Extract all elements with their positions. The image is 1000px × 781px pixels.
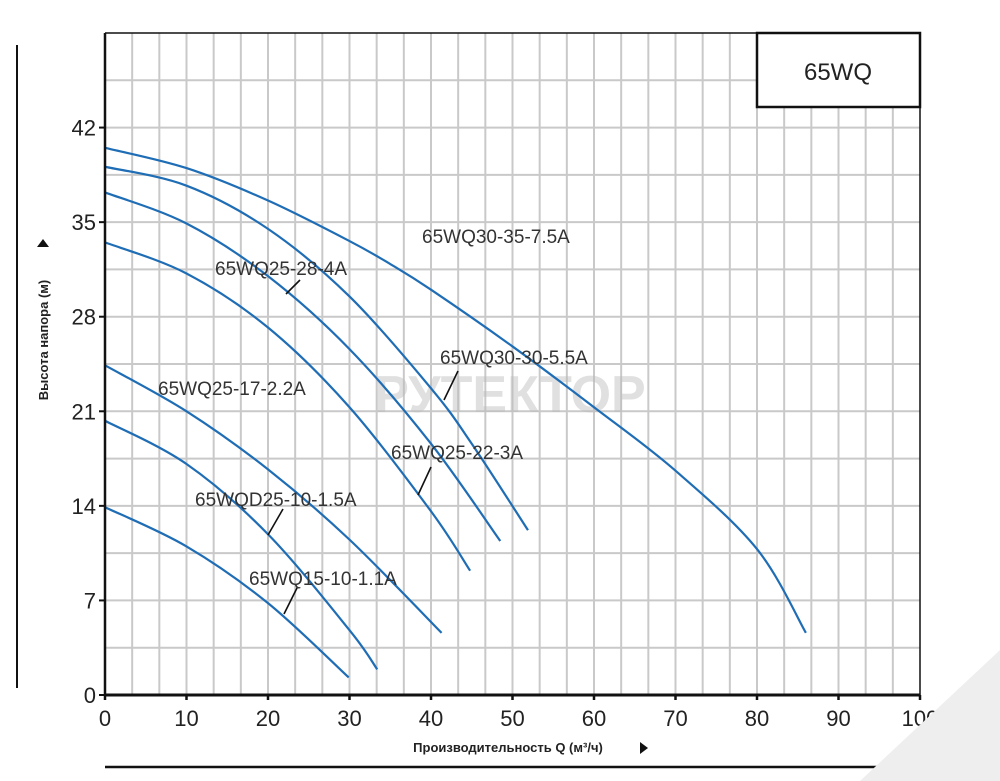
label-leader-line [267,508,284,536]
x-axis-title: Производительность Q (м³/ч) [413,740,603,755]
series-line [104,165,529,531]
series-line [104,241,472,572]
grid [105,33,920,695]
y-tick-label: 7 [84,588,96,613]
series-label: 65WQ25-17-2.2A [158,379,306,400]
x-tick-label: 30 [337,706,361,731]
y-tick-label: 0 [84,683,96,708]
x-tick-label: 10 [174,706,198,731]
y-tick-label: 21 [72,399,96,424]
chart-title: 65WQ [804,59,872,86]
series-line [104,364,443,634]
x-tick-label: 20 [256,706,280,731]
x-arrow-icon [640,742,648,754]
series-line [104,146,807,634]
series-label: 65WQ15-10-1.1A [249,569,397,590]
y-arrow-icon [37,239,49,247]
corner-decoration [860,650,1000,781]
x-tick-label: 80 [745,706,769,731]
series-label: 65WQ25-22-3A [391,443,523,464]
series-line [104,191,502,542]
series-label: 65WQ30-30-5.5A [440,348,588,369]
y-tick-label: 14 [72,494,96,519]
series-line [104,506,350,679]
x-tick-label: 60 [582,706,606,731]
series-label: 65WQD25-10-1.5A [195,490,357,511]
label-leader-line [443,370,459,401]
label-leader-line [283,587,298,615]
series-label: 65WQ30-35-7.5A [422,227,570,248]
y-tick-label: 42 [72,116,96,141]
y-axis-title: Высота напора (м) [36,280,51,400]
y-tick-label: 28 [72,305,96,330]
x-tick-label: 50 [500,706,524,731]
label-leader-line [285,279,301,295]
x-tick-label: 90 [826,706,850,731]
x-tick-label: 40 [419,706,443,731]
x-tick-label: 0 [99,706,111,731]
x-tick-label: 70 [663,706,687,731]
series-label: 65WQ25-28-4A [215,259,347,280]
curve-labels: 65WQ30-35-7.5A 65WQ25-28-4A 65WQ30-30-5.5A… [158,227,588,615]
label-leader-line [417,466,432,496]
y-tick-label: 35 [72,210,96,235]
